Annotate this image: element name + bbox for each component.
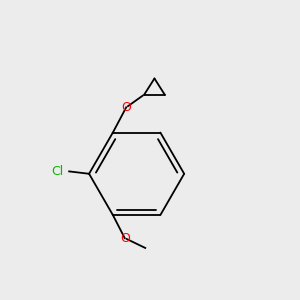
- Text: O: O: [121, 101, 131, 114]
- Text: Cl: Cl: [51, 165, 63, 178]
- Text: O: O: [120, 232, 130, 244]
